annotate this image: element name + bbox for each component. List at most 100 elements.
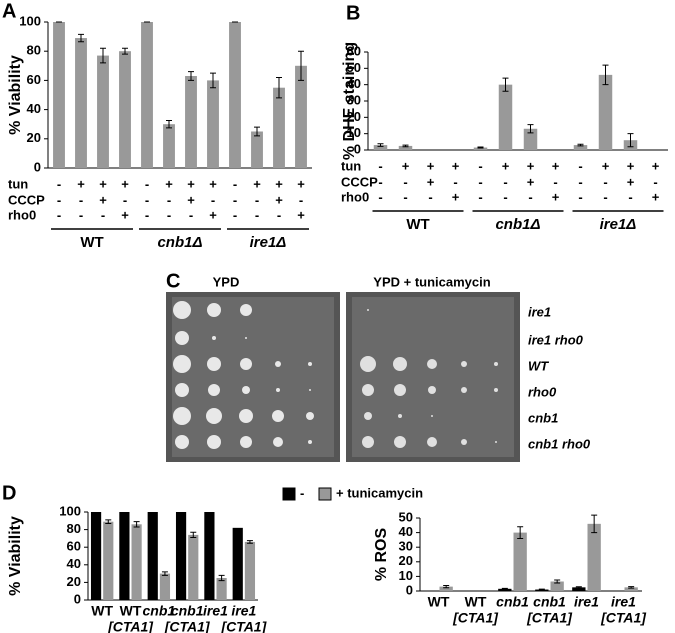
treatment-sign: + xyxy=(99,176,107,191)
x-tick-label: ire1 xyxy=(203,603,228,619)
colony xyxy=(494,388,498,392)
plate-title: YPD + tunicamycin xyxy=(373,274,490,289)
error-bar xyxy=(443,584,450,589)
y-tick-label: 40 xyxy=(67,556,81,571)
bar xyxy=(398,145,413,150)
bar xyxy=(295,65,307,168)
error-bar xyxy=(554,579,561,584)
treatment-sign: - xyxy=(167,192,171,207)
bar xyxy=(175,512,187,600)
error-bar xyxy=(377,143,384,147)
treatment-sign: - xyxy=(57,207,61,222)
colony xyxy=(427,437,437,447)
treatment-sign: - xyxy=(528,189,532,204)
y-tick-label: 60 xyxy=(347,43,361,58)
colony xyxy=(242,386,250,394)
bar xyxy=(163,124,175,168)
error-bar xyxy=(161,571,168,576)
treatment-sign: - xyxy=(503,189,507,204)
treatment-sign: - xyxy=(578,158,582,173)
colony xyxy=(207,435,221,449)
colony xyxy=(364,412,372,420)
x-tick-label: WT xyxy=(91,603,113,619)
colony xyxy=(173,355,191,373)
bar xyxy=(572,587,586,591)
treatment-sign: - xyxy=(578,174,582,189)
x-tick-sublabel: [CTA1] xyxy=(220,619,267,633)
strain-label: WT xyxy=(528,358,549,373)
colonies xyxy=(173,301,498,449)
treatment-sign: + xyxy=(602,158,610,173)
treatment-label: CCCP xyxy=(341,174,378,189)
error-bar xyxy=(577,143,584,147)
bar xyxy=(373,145,388,150)
colony xyxy=(273,437,283,447)
bar xyxy=(75,38,87,169)
error-bar xyxy=(276,76,282,99)
colony xyxy=(240,436,252,448)
legend-label: - xyxy=(300,485,304,500)
treatment-sign: - xyxy=(378,174,382,189)
error-bar xyxy=(166,120,172,129)
treatment-sign: + xyxy=(527,158,535,173)
colony xyxy=(309,389,311,391)
colony xyxy=(494,362,498,366)
treatment-sign: - xyxy=(233,192,237,207)
treatment-sign: - xyxy=(189,207,193,222)
y-tick-label: 100 xyxy=(19,13,41,28)
treatment-label: rho0 xyxy=(341,189,369,204)
treatment-sign: + xyxy=(297,207,305,222)
y-tick-label: 0 xyxy=(406,582,413,597)
error-bar xyxy=(501,587,508,590)
treatment-sign: + xyxy=(165,176,173,191)
group-label: WT xyxy=(80,234,103,251)
bar xyxy=(523,128,538,150)
bar xyxy=(119,512,130,600)
bar xyxy=(188,534,199,600)
treatment-sign: + xyxy=(502,158,510,173)
treatment-sign: + xyxy=(121,176,129,191)
x-tick-label: cnb1 xyxy=(142,603,175,619)
colony xyxy=(393,357,407,371)
colony xyxy=(212,336,216,340)
error-bar xyxy=(602,64,609,86)
plate-agar xyxy=(172,297,334,457)
error-bar xyxy=(254,126,260,137)
legend-swatch xyxy=(318,487,332,501)
bar xyxy=(131,524,142,600)
x-tick-sublabel: [CTA1] xyxy=(600,610,647,626)
y-tick-label: 20 xyxy=(67,574,81,589)
treatment-label: tun xyxy=(341,158,361,173)
colony xyxy=(240,358,252,370)
x-tick-label: ire1 xyxy=(574,594,599,610)
treatment-sign: - xyxy=(403,189,407,204)
bar xyxy=(147,512,158,600)
y-tick-label: 60 xyxy=(27,72,41,87)
colony xyxy=(239,409,253,423)
bar xyxy=(216,578,227,600)
treatment-sign: - xyxy=(628,189,632,204)
treatment-sign: - xyxy=(553,174,557,189)
colony xyxy=(308,362,312,366)
group-label: ire1Δ xyxy=(250,234,287,251)
treatment-sign: - xyxy=(603,174,607,189)
colony xyxy=(175,383,189,397)
treatment-sign: + xyxy=(652,189,660,204)
colony xyxy=(275,361,281,367)
y-tick-label: 40 xyxy=(27,101,41,116)
error-bar xyxy=(122,47,128,55)
treatment-sign: - xyxy=(167,207,171,222)
error-bar xyxy=(627,133,634,148)
treatment-sign: + xyxy=(627,158,635,173)
treatment-sign: - xyxy=(653,174,657,189)
error-bar xyxy=(628,586,635,589)
bar xyxy=(251,131,263,168)
error-bar xyxy=(402,144,409,148)
treatment-sign: + xyxy=(253,176,261,191)
error-bar xyxy=(538,588,545,591)
y-tick-label: 0 xyxy=(74,591,81,606)
error-bar xyxy=(105,519,112,524)
plate-agar xyxy=(352,297,514,457)
treatment-sign: + xyxy=(402,158,410,173)
colony xyxy=(207,303,221,317)
